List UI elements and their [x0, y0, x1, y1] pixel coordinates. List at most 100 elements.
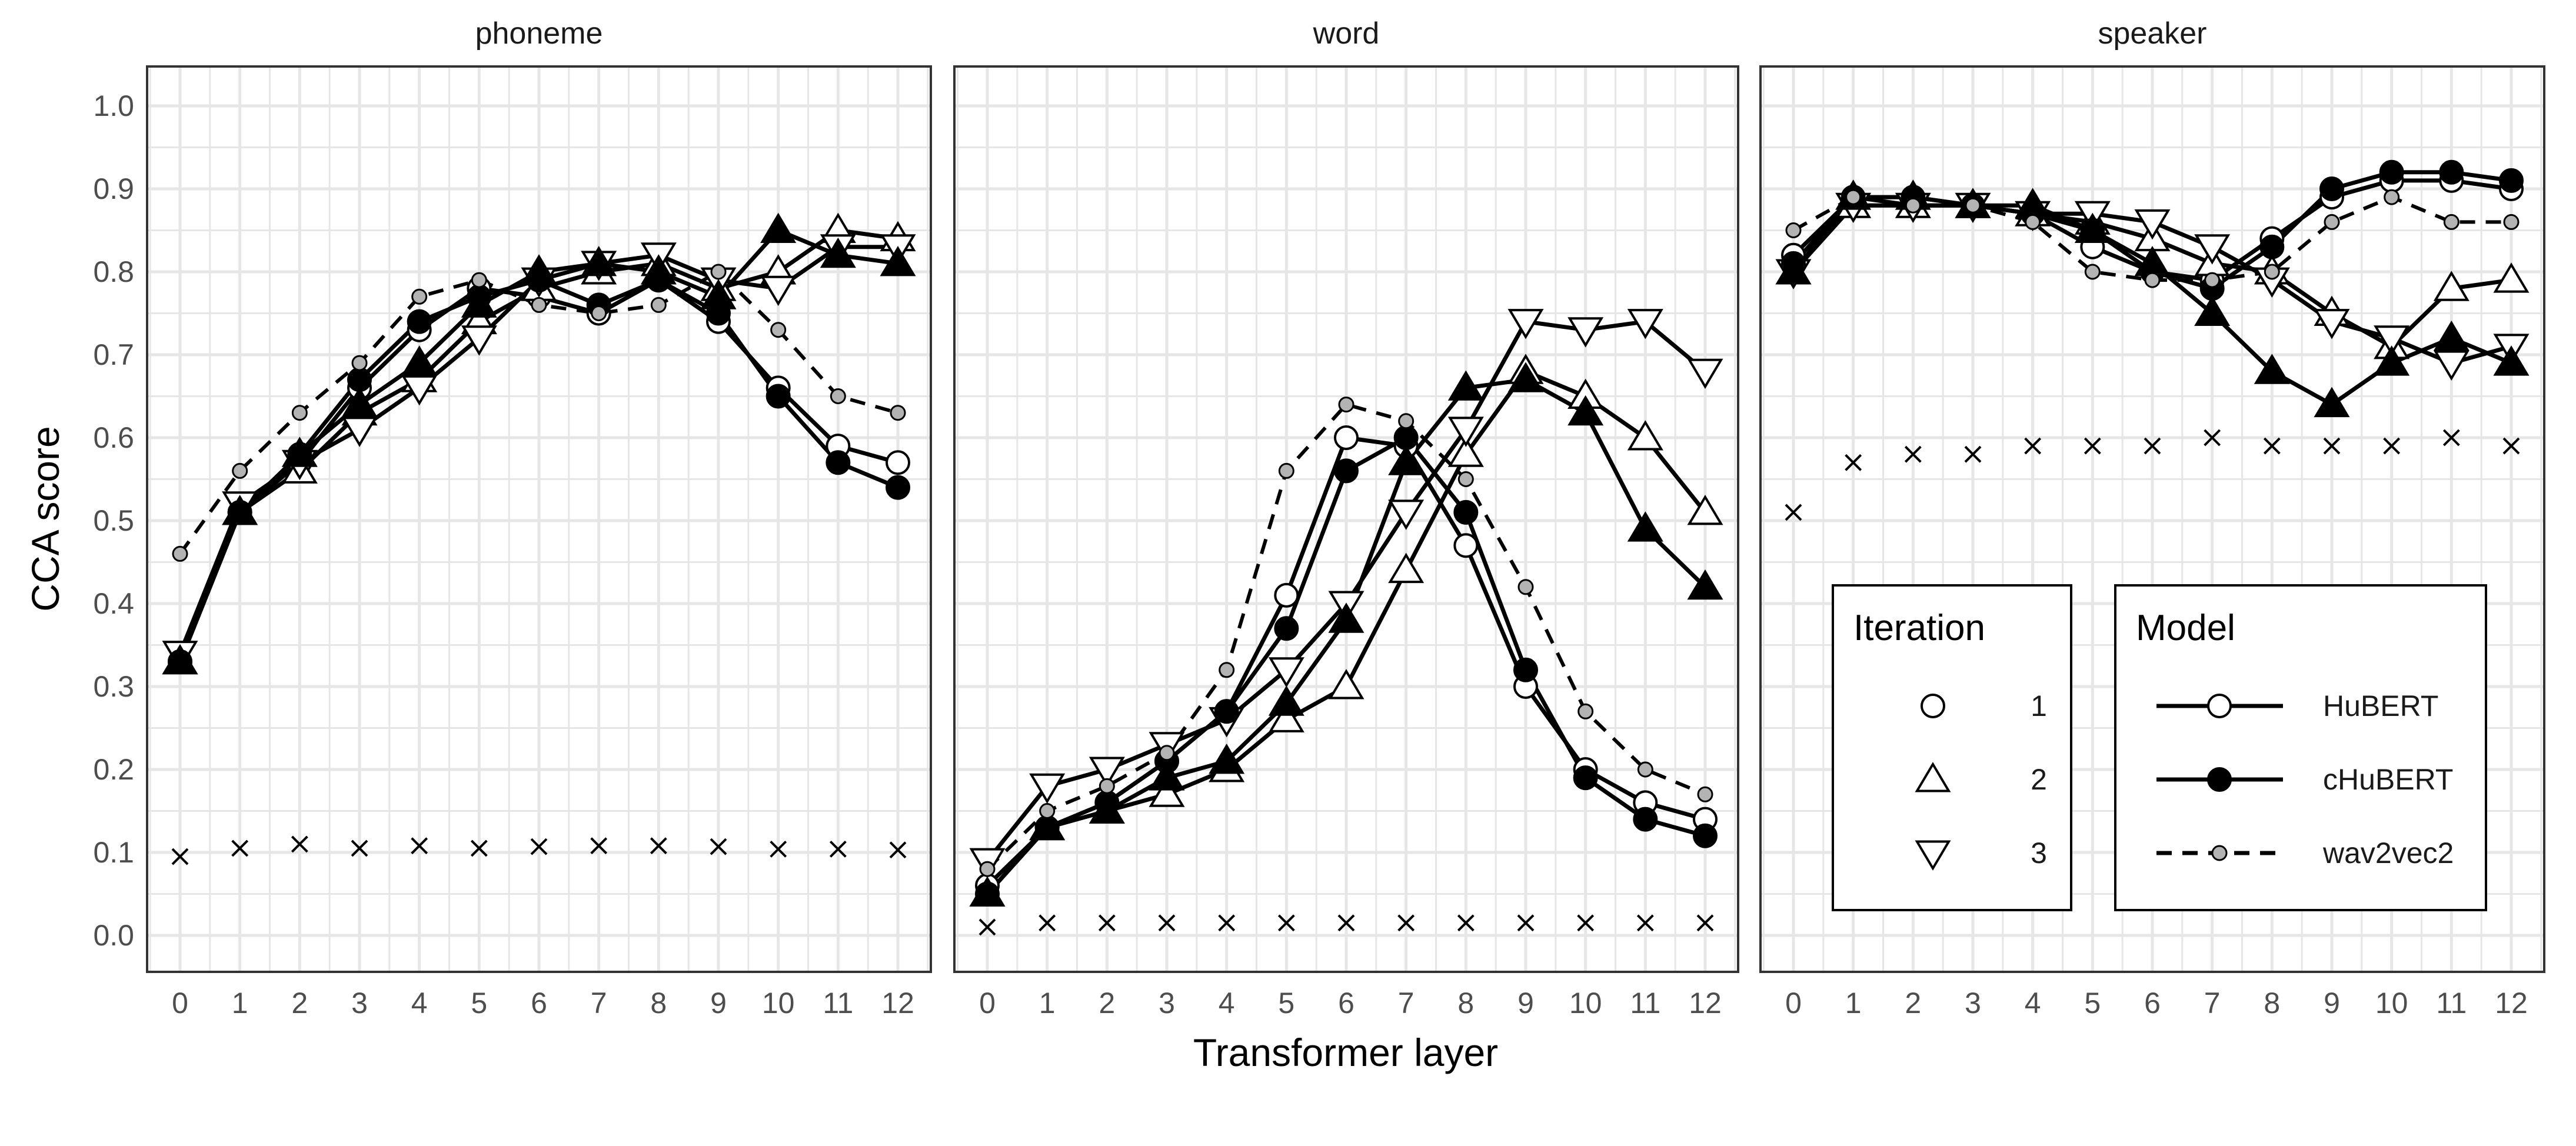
data-point [1159, 745, 1175, 761]
data-point [2204, 272, 2221, 288]
legend-box [2114, 584, 2487, 911]
data-point [1845, 189, 1862, 205]
x-tick-label: 3 [1965, 987, 1981, 1020]
data-point [1209, 743, 1245, 774]
data-point [1338, 397, 1354, 413]
data-point [1453, 533, 1479, 558]
data-point [2025, 214, 2041, 230]
x-tick-label: 11 [823, 987, 853, 1020]
data-point [1687, 494, 1723, 525]
data-point [766, 384, 791, 409]
y-tick-label: 0.3 [93, 670, 134, 703]
data-point [1388, 499, 1425, 530]
x-tick-label: 5 [471, 987, 487, 1020]
data-point [1039, 803, 1056, 819]
data-point-cross [1039, 914, 1056, 932]
data-point-cross [171, 848, 189, 865]
data-point [531, 297, 547, 313]
x-tick-label: 2 [291, 987, 308, 1020]
data-point [880, 245, 916, 276]
y-axis-title: CCA score [24, 426, 67, 611]
data-point [1398, 413, 1415, 429]
data-point [1274, 582, 1299, 608]
y-tick-label: 0.1 [93, 836, 134, 869]
data-point-cross [770, 840, 787, 858]
data-point-cross [1577, 914, 1595, 932]
data-point [2439, 159, 2464, 185]
data-point [1513, 657, 1538, 682]
x-tick-label: 12 [881, 987, 914, 1020]
legend-symbol [1915, 762, 1951, 792]
x-tick-label: 1 [1845, 987, 1862, 1020]
data-point [1268, 702, 1304, 732]
data-point [1573, 765, 1598, 791]
x-tick-label: 7 [1398, 987, 1415, 1020]
data-point [1447, 437, 1484, 467]
data-point [1099, 778, 1115, 794]
y-tick-label: 0.4 [93, 587, 134, 620]
data-point [886, 475, 910, 500]
legend-label: cHuBERT [2323, 763, 2453, 796]
data-point [2503, 214, 2520, 230]
data-point-cross [1277, 914, 1295, 932]
data-point [1905, 197, 1921, 214]
data-point [640, 254, 677, 285]
y-tick-label: 0.5 [93, 504, 134, 537]
data-point-cross [1904, 445, 1922, 463]
y-tick-label: 0.7 [93, 338, 134, 371]
data-point [979, 861, 996, 877]
x-tick-label: 0 [979, 987, 996, 1020]
data-point [820, 237, 856, 268]
data-point [886, 450, 910, 475]
data-point-cross [2502, 437, 2520, 455]
data-point-cross [1845, 454, 1862, 471]
legend-iteration: Iteration 1 2 3 [1832, 584, 2072, 911]
data-point-cross [351, 839, 368, 857]
data-point [581, 245, 617, 276]
data-point [411, 288, 428, 305]
data-point [2379, 159, 2404, 185]
data-point [1507, 309, 1544, 339]
data-point [401, 345, 438, 376]
data-point [2374, 345, 2410, 376]
series-markers-wav2vec2 [172, 264, 906, 562]
data-point-cross [590, 837, 608, 855]
data-point [2384, 189, 2400, 205]
series-markers-baseline [171, 835, 907, 865]
data-point [650, 297, 667, 313]
data-point [1334, 458, 1359, 484]
data-point [890, 405, 906, 421]
data-point [826, 450, 851, 475]
data-point [1457, 471, 1474, 487]
legend-label: 2 [2031, 763, 2047, 796]
data-point [1149, 760, 1185, 791]
x-tick-label: 8 [1457, 987, 1474, 1020]
data-point [1627, 511, 1663, 542]
data-point [2074, 212, 2111, 243]
data-point [2194, 295, 2231, 326]
x-tick-label: 0 [1785, 987, 1802, 1020]
x-tick-label: 9 [1517, 987, 1534, 1020]
data-point [2433, 271, 2470, 301]
data-point [1268, 685, 1304, 716]
x-tick-label: 4 [2025, 987, 2041, 1020]
data-point [1687, 358, 1723, 389]
data-point [2084, 264, 2101, 280]
x-tick-label: 7 [2204, 987, 2221, 1020]
x-tick-label: 6 [2144, 987, 2161, 1020]
data-point [2314, 309, 2350, 339]
data-point [1567, 317, 1604, 348]
data-point [2144, 272, 2161, 288]
data-point [1388, 552, 1425, 584]
data-point [770, 322, 787, 338]
x-axis-title: Transformer layer [1193, 1031, 1498, 1074]
x-tick-label: 11 [2436, 987, 2467, 1020]
data-point-cross [1098, 914, 1116, 932]
data-point-cross [979, 918, 996, 936]
x-tick-label: 2 [1905, 987, 1921, 1020]
data-point [1577, 703, 1594, 719]
data-point [1965, 197, 1981, 214]
legend-model: Model HuBERT cHuBERT wav2vec2 [2114, 584, 2487, 911]
data-point [1328, 602, 1364, 633]
